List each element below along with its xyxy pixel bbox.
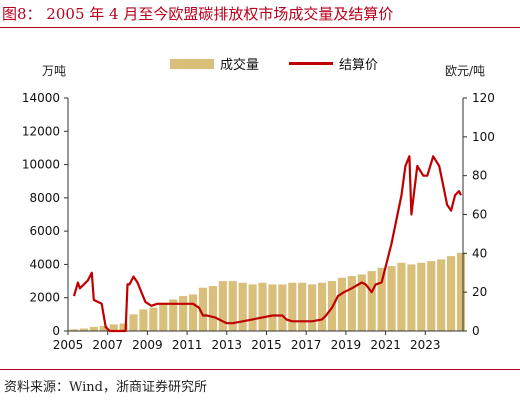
left-tick-label: 10000 xyxy=(22,158,60,172)
left-tick-label: 6000 xyxy=(29,224,60,238)
right-tick-label: 100 xyxy=(472,130,495,144)
title-divider xyxy=(0,27,520,28)
volume-bar xyxy=(119,323,128,331)
legend-item-volume: 成交量 xyxy=(170,54,259,73)
volume-bar xyxy=(456,252,466,331)
volume-bar xyxy=(377,267,386,331)
legend-item-price: 结算价 xyxy=(289,54,378,73)
volume-bar xyxy=(228,281,237,331)
left-axis-unit: 万吨 xyxy=(42,64,67,78)
volume-bar xyxy=(427,261,436,331)
volume-bar xyxy=(337,277,346,331)
x-tick-label: 2023 xyxy=(410,338,441,352)
x-tick-label: 2021 xyxy=(370,338,401,352)
left-tick-label: 0 xyxy=(52,324,60,338)
left-tick-label: 4000 xyxy=(29,257,60,271)
volume-bar xyxy=(169,299,178,331)
volume-bar xyxy=(238,282,247,331)
right-tick-label: 60 xyxy=(472,208,487,222)
volume-bar xyxy=(258,282,267,331)
left-tick-label: 14000 xyxy=(22,91,60,105)
volume-bar xyxy=(198,287,208,331)
price-line xyxy=(72,155,462,333)
right-tick-label: 0 xyxy=(472,324,480,338)
x-tick-label: 2007 xyxy=(92,338,123,352)
x-tick-label: 2005 xyxy=(53,338,84,352)
x-tick-label: 2011 xyxy=(172,338,203,352)
volume-bar xyxy=(109,324,118,331)
volume-bar xyxy=(278,284,287,331)
volume-bar xyxy=(99,326,108,331)
right-tick-label: 80 xyxy=(472,169,487,183)
volume-bar xyxy=(69,329,79,331)
right-axis-unit: 欧元/吨 xyxy=(445,64,486,78)
volume-bar xyxy=(447,256,456,331)
x-tick-label: 2015 xyxy=(251,338,282,352)
volume-bar xyxy=(318,282,327,331)
footer-divider xyxy=(0,369,520,370)
volume-bar xyxy=(79,328,88,331)
volume-bar xyxy=(288,282,297,331)
volume-bar xyxy=(397,262,406,331)
volume-bar xyxy=(179,296,188,331)
left-tick-label: 2000 xyxy=(29,291,60,305)
volume-bar xyxy=(417,262,426,331)
legend-swatch-price xyxy=(289,62,334,65)
right-tick-label: 40 xyxy=(472,246,487,260)
volume-bar xyxy=(149,307,158,331)
volume-bar xyxy=(268,284,277,331)
legend-label-price: 结算价 xyxy=(339,58,379,73)
volume-bar xyxy=(357,274,366,331)
volume-bar xyxy=(308,284,317,331)
right-tick-label: 120 xyxy=(472,91,495,105)
volume-bar xyxy=(159,302,168,331)
volume-bar xyxy=(188,294,198,331)
volume-bar xyxy=(367,271,376,331)
volume-bar xyxy=(298,282,307,331)
chart-legend: 成交量 结算价 xyxy=(170,54,408,73)
left-tick-label: 12000 xyxy=(22,124,60,138)
x-tick-label: 2013 xyxy=(212,338,243,352)
source-note: 资料来源：Wind，浙商证券研究所 xyxy=(4,380,207,395)
x-tick-label: 2019 xyxy=(331,338,362,352)
volume-bar xyxy=(437,259,446,331)
volume-bar xyxy=(208,286,217,331)
volume-bar xyxy=(129,314,138,331)
legend-swatch-volume xyxy=(170,58,214,69)
volume-bar xyxy=(248,284,257,331)
volume-bar xyxy=(407,264,416,331)
x-tick-label: 2009 xyxy=(132,338,163,352)
volume-bar xyxy=(89,326,98,331)
x-tick-label: 2017 xyxy=(291,338,322,352)
left-tick-label: 8000 xyxy=(29,191,60,205)
volume-bar xyxy=(387,266,396,331)
volume-bar xyxy=(347,276,356,331)
volume-bar xyxy=(139,309,148,331)
right-tick-label: 20 xyxy=(472,285,487,299)
figure-title: 图8： 2005 年 4 月至今欧盟碳排放权市场成交量及结算价 xyxy=(2,5,394,23)
legend-label-volume: 成交量 xyxy=(220,58,260,73)
volume-bar xyxy=(218,281,227,331)
